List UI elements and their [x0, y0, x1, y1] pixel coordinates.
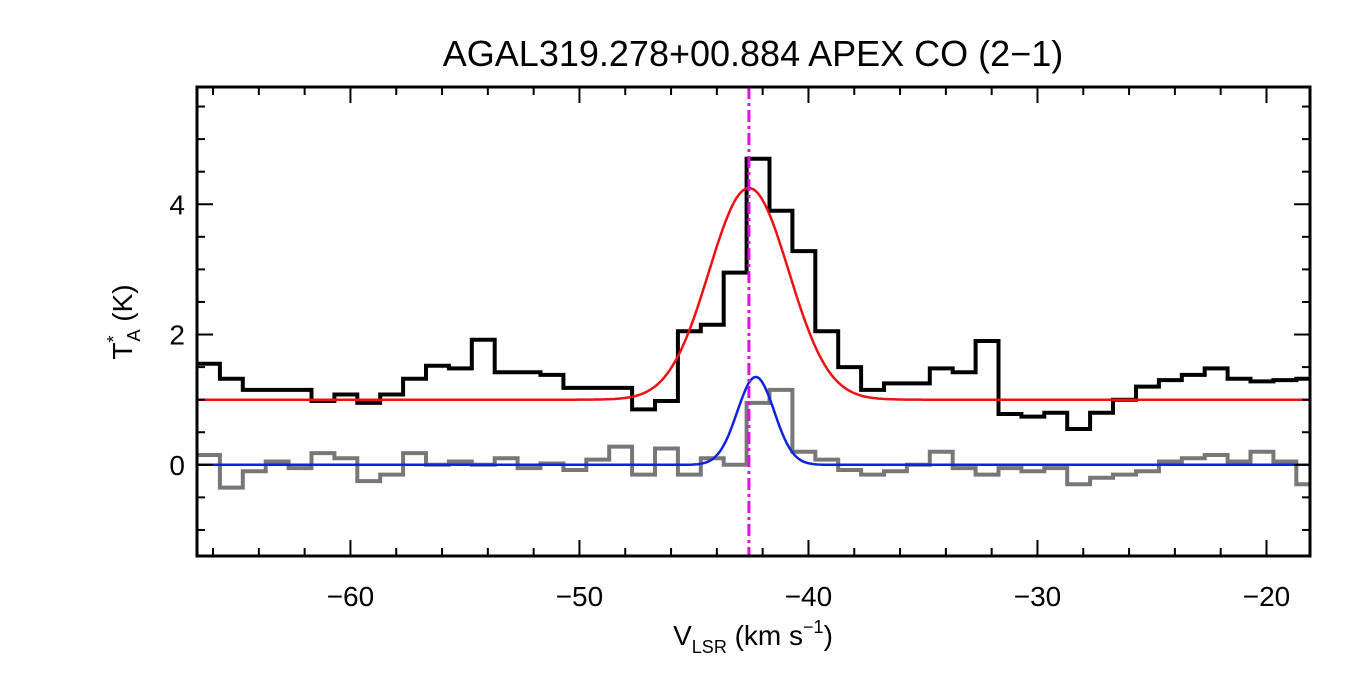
x-axis-label-main: V	[673, 620, 692, 651]
y-axis-label-sup: *	[104, 336, 124, 343]
plot-frame	[195, 85, 1312, 558]
x-tick-label: −60	[327, 581, 375, 612]
co-spectrum-series	[197, 156, 1310, 431]
axis-ticks	[197, 87, 1310, 556]
x-axis-label-sub: LSR	[692, 637, 727, 657]
y-axis-label-main: T	[107, 343, 138, 360]
x-tick-label: −30	[1014, 581, 1062, 612]
residual-spectrum-series	[197, 387, 1310, 490]
tick-labels: −60 −50 −40 −30 −20 0 2 4	[169, 189, 1290, 612]
x-tick-label: −50	[556, 581, 604, 612]
y-tick-label: 2	[169, 320, 185, 351]
y-tick-label: 0	[169, 450, 185, 481]
plot-area	[197, 87, 1310, 556]
gaussian-fit-upper-series	[197, 186, 1310, 401]
x-axis-label-rest: (km s	[727, 620, 803, 651]
y-axis-label-sub: A	[124, 329, 144, 341]
x-axis-label-close: )	[824, 620, 833, 651]
x-axis-label: VLSR (km s−1)	[673, 617, 833, 657]
x-tick-label: −40	[785, 581, 833, 612]
x-axis-label-sup: −1	[803, 617, 824, 637]
y-axis-label-rest: (K)	[107, 284, 138, 329]
y-tick-label: 4	[169, 189, 185, 220]
chart-title: AGAL319.278+00.884 APEX CO (2−1)	[443, 33, 1063, 74]
gaussian-fit-lower-series	[197, 375, 1310, 467]
y-axis-label: T*A (K)	[104, 284, 144, 359]
x-tick-label: −20	[1243, 581, 1291, 612]
